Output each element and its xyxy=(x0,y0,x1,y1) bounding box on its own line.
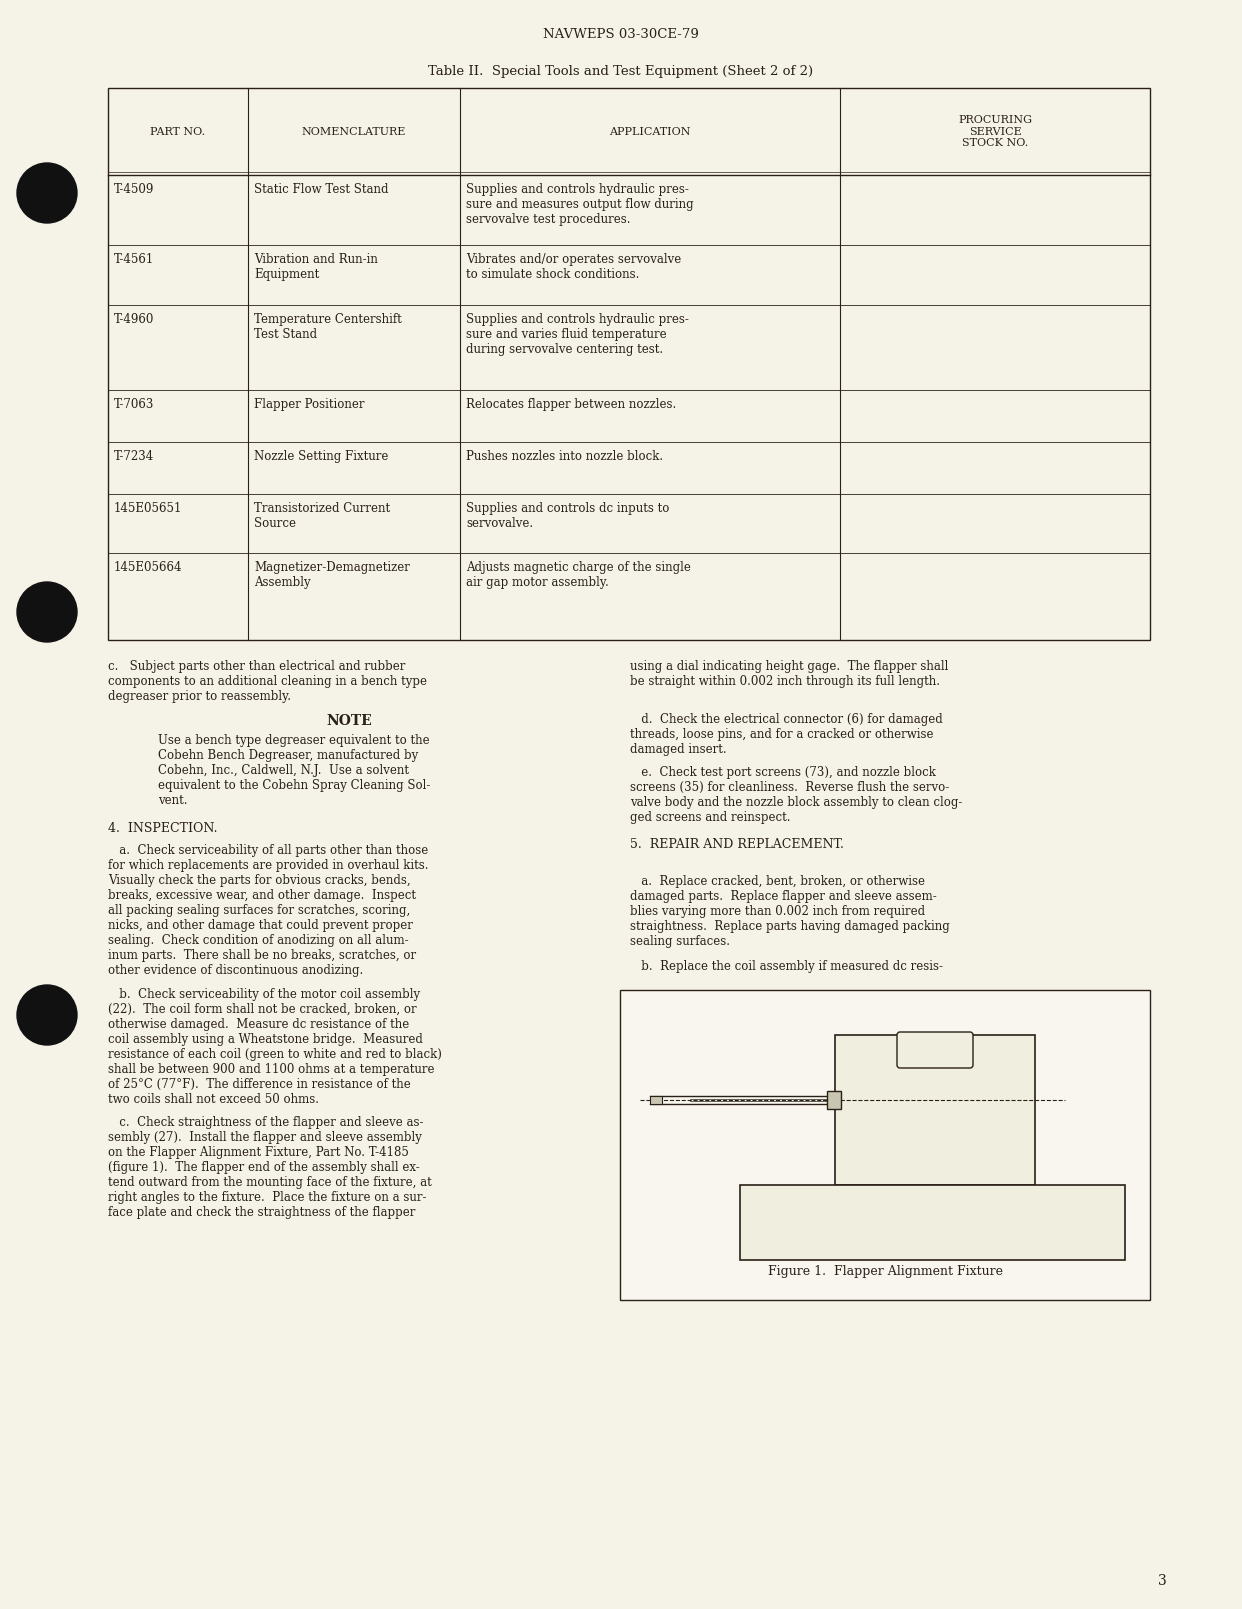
Bar xyxy=(620,990,1150,1300)
Text: Transistorized Current
Source: Transistorized Current Source xyxy=(255,502,390,529)
Bar xyxy=(650,1096,662,1104)
Bar xyxy=(835,1035,1035,1184)
Circle shape xyxy=(17,163,77,224)
Circle shape xyxy=(17,582,77,642)
Text: Temperature Centershift
Test Stand: Temperature Centershift Test Stand xyxy=(255,314,401,341)
Text: T-4561: T-4561 xyxy=(114,253,154,265)
Text: 4.  INSPECTION.: 4. INSPECTION. xyxy=(108,822,217,835)
Text: a.  Check serviceability of all parts other than those
for which replacements ar: a. Check serviceability of all parts oth… xyxy=(108,845,428,977)
Bar xyxy=(108,88,1150,640)
Text: 5.  REPAIR AND REPLACEMENT.: 5. REPAIR AND REPLACEMENT. xyxy=(630,838,843,851)
Text: Vibration and Run-in
Equipment: Vibration and Run-in Equipment xyxy=(255,253,378,282)
Text: NOTE: NOTE xyxy=(327,714,371,727)
Text: Supplies and controls hydraulic pres-
sure and measures output flow during
servo: Supplies and controls hydraulic pres- su… xyxy=(466,183,693,225)
Text: Supplies and controls dc inputs to
servovalve.: Supplies and controls dc inputs to servo… xyxy=(466,502,669,529)
Text: Supplies and controls hydraulic pres-
sure and varies fluid temperature
during s: Supplies and controls hydraulic pres- su… xyxy=(466,314,689,356)
Text: APPLICATION: APPLICATION xyxy=(610,127,691,137)
Text: c.   Subject parts other than electrical and rubber
components to an additional : c. Subject parts other than electrical a… xyxy=(108,660,427,703)
Text: b.  Replace the coil assembly if measured dc resis-: b. Replace the coil assembly if measured… xyxy=(630,961,943,973)
Text: d.  Check the electrical connector (6) for damaged
threads, loose pins, and for : d. Check the electrical connector (6) fo… xyxy=(630,698,943,756)
Bar xyxy=(827,1091,841,1109)
Text: NOMENCLATURE: NOMENCLATURE xyxy=(302,127,406,137)
Text: Pushes nozzles into nozzle block.: Pushes nozzles into nozzle block. xyxy=(466,451,663,463)
Text: NAVWEPS 03-30CE-79: NAVWEPS 03-30CE-79 xyxy=(543,27,699,40)
Bar xyxy=(740,1184,1125,1260)
Text: T-7063: T-7063 xyxy=(114,397,154,410)
Text: Figure 1.  Flapper Alignment Fixture: Figure 1. Flapper Alignment Fixture xyxy=(768,1265,1002,1278)
Text: 145E05651: 145E05651 xyxy=(114,502,183,515)
Text: using a dial indicating height gage.  The flapper shall
be straight within 0.002: using a dial indicating height gage. The… xyxy=(630,660,949,689)
Text: T-7234: T-7234 xyxy=(114,451,154,463)
Text: Table II.  Special Tools and Test Equipment (Sheet 2 of 2): Table II. Special Tools and Test Equipme… xyxy=(428,64,814,77)
Text: PART NO.: PART NO. xyxy=(150,127,206,137)
Text: Static Flow Test Stand: Static Flow Test Stand xyxy=(255,183,389,196)
Text: Use a bench type degreaser equivalent to the
Cobehn Bench Degreaser, manufacture: Use a bench type degreaser equivalent to… xyxy=(158,734,431,808)
Text: T-4960: T-4960 xyxy=(114,314,154,327)
Text: Relocates flapper between nozzles.: Relocates flapper between nozzles. xyxy=(466,397,676,410)
Text: e.  Check test port screens (73), and nozzle block
screens (35) for cleanliness.: e. Check test port screens (73), and noz… xyxy=(630,766,963,824)
Text: 3: 3 xyxy=(1158,1574,1166,1588)
Text: 145E05664: 145E05664 xyxy=(114,562,183,574)
Text: b.  Check serviceability of the motor coil assembly
(22).  The coil form shall n: b. Check serviceability of the motor coi… xyxy=(108,988,442,1105)
Text: PROCURING
SERVICE
STOCK NO.: PROCURING SERVICE STOCK NO. xyxy=(958,114,1032,148)
Text: Magnetizer-Demagnetizer
Assembly: Magnetizer-Demagnetizer Assembly xyxy=(255,562,410,589)
Text: Vibrates and/or operates servovalve
to simulate shock conditions.: Vibrates and/or operates servovalve to s… xyxy=(466,253,682,282)
Text: T-4509: T-4509 xyxy=(114,183,154,196)
Text: Nozzle Setting Fixture: Nozzle Setting Fixture xyxy=(255,451,389,463)
Text: Adjusts magnetic charge of the single
air gap motor assembly.: Adjusts magnetic charge of the single ai… xyxy=(466,562,691,589)
Circle shape xyxy=(17,985,77,1044)
Text: c.  Check straightness of the flapper and sleeve as-
sembly (27).  Install the f: c. Check straightness of the flapper and… xyxy=(108,1117,432,1220)
Text: Flapper Positioner: Flapper Positioner xyxy=(255,397,364,410)
FancyBboxPatch shape xyxy=(897,1031,972,1068)
Text: a.  Replace cracked, bent, broken, or otherwise
damaged parts.  Replace flapper : a. Replace cracked, bent, broken, or oth… xyxy=(630,859,950,948)
